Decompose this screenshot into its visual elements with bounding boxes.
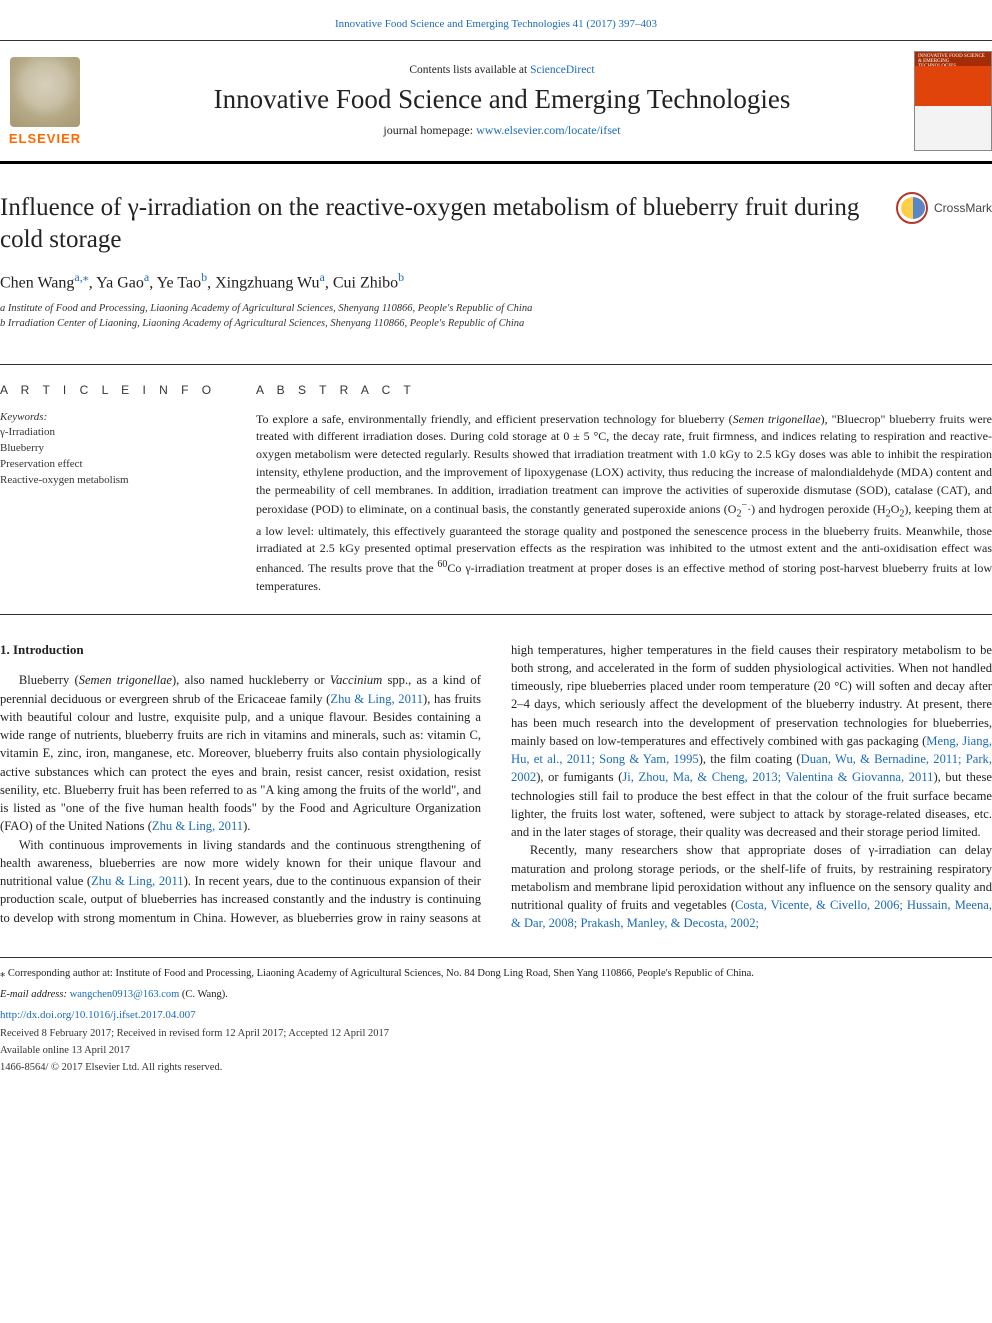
corresponding-author: ⁎ Corresponding author at: Institute of … [0, 966, 992, 981]
keyword: Reactive-oxygen metabolism [0, 473, 220, 489]
sciencedirect-link[interactable]: ScienceDirect [530, 64, 595, 76]
abstract-label: A B S T R A C T [256, 383, 992, 397]
keyword: Blueberry [0, 441, 220, 457]
journal-name: Innovative Food Science and Emerging Tec… [102, 84, 902, 115]
crossmark-badge[interactable]: CrossMark [896, 192, 992, 224]
affiliations: a Institute of Food and Processing, Liao… [0, 302, 992, 331]
citation-link[interactable]: Innovative Food Science and Emerging Tec… [335, 18, 657, 30]
section-heading-intro: 1. Introduction [0, 641, 481, 660]
issue-citation: Innovative Food Science and Emerging Tec… [0, 0, 992, 40]
keywords-heading: Keywords: [0, 411, 220, 423]
article-title: Influence of γ-irradiation on the reacti… [0, 192, 880, 256]
article-info-label: A R T I C L E I N F O [0, 383, 220, 397]
corresponding-email-link[interactable]: wangchen0913@163.com [70, 989, 180, 1000]
article-footer: ⁎ Corresponding author at: Institute of … [0, 957, 992, 1076]
crossmark-label: CrossMark [934, 201, 992, 215]
publisher-brand: ELSEVIER [9, 131, 81, 146]
body-paragraph: Recently, many researchers show that app… [511, 841, 992, 932]
journal-homepage-link[interactable]: www.elsevier.com/locate/ifset [476, 123, 621, 137]
keyword: Preservation effect [0, 457, 220, 473]
article-body: 1. Introduction Blueberry (Semen trigone… [0, 615, 992, 933]
crossmark-icon [896, 192, 928, 224]
doi-link[interactable]: http://dx.doi.org/10.1016/j.ifset.2017.0… [0, 1009, 196, 1021]
journal-masthead: ELSEVIER Contents lists available at Sci… [0, 40, 992, 164]
body-paragraph: Blueberry (Semen trigonellae), also name… [0, 671, 481, 835]
journal-homepage-line: journal homepage: www.elsevier.com/locat… [102, 123, 902, 138]
available-online: Available online 13 April 2017 [0, 1043, 992, 1058]
received-dates: Received 8 February 2017; Received in re… [0, 1026, 992, 1041]
copyright-line: 1466-8564/ © 2017 Elsevier Ltd. All righ… [0, 1060, 992, 1075]
publisher-logo: ELSEVIER [0, 51, 90, 151]
keyword: γ-Irradiation [0, 425, 220, 441]
keywords-list: γ-Irradiation Blueberry Preservation eff… [0, 425, 220, 489]
contents-available-line: Contents lists available at ScienceDirec… [102, 64, 902, 76]
abstract-text: To explore a safe, environmentally frien… [256, 411, 992, 596]
email-line: E-mail address: wangchen0913@163.com (C.… [0, 987, 992, 1002]
journal-cover-thumb: INNOVATIVE FOOD SCIENCE & EMERGING TECHN… [914, 51, 992, 151]
affiliation-b: b Irradiation Center of Liaoning, Liaoni… [0, 317, 992, 332]
affiliation-a: a Institute of Food and Processing, Liao… [0, 302, 992, 317]
author-list: Chen Wanga,⁎, Ya Gaoa, Ye Taob, Xingzhua… [0, 270, 992, 292]
elsevier-tree-icon [10, 57, 80, 127]
